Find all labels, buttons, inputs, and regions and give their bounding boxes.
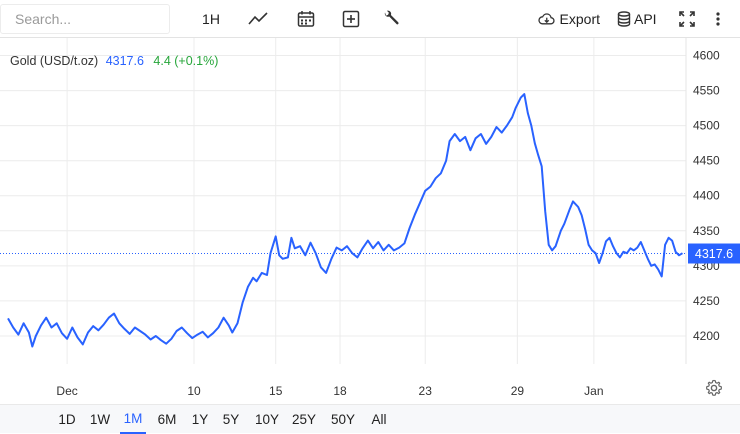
range-50y[interactable]: 50Y <box>330 412 356 427</box>
api-button[interactable]: API <box>617 6 659 32</box>
chart-area[interactable]: 4200 4250 4300 4350 4400 4450 4500 4550 4600 Dec 1… <box>0 38 740 404</box>
x-tick-label: 18 <box>333 384 347 398</box>
x-tick-label: Jan <box>584 384 603 398</box>
price-change: 4.4 (+0.1%) <box>153 54 219 68</box>
y-tick-label: 4200 <box>693 329 720 343</box>
range-6m[interactable]: 6M <box>157 412 177 427</box>
y-tick-label: 4550 <box>693 84 720 98</box>
toolbar: 1H Export API <box>0 0 740 38</box>
y-tick-label: 4250 <box>693 294 720 308</box>
y-tick-label: 4350 <box>693 224 720 238</box>
chart-settings-icon[interactable] <box>705 379 723 397</box>
last-price-badge <box>688 243 740 264</box>
range-25y[interactable]: 25Y <box>291 412 317 427</box>
x-tick-label: 10 <box>187 384 201 398</box>
database-icon <box>617 11 631 27</box>
api-label: API <box>634 11 657 27</box>
calendar-icon[interactable] <box>293 6 319 32</box>
interval-button[interactable]: 1H <box>202 11 220 27</box>
range-10y[interactable]: 10Y <box>254 412 280 427</box>
range-5y[interactable]: 5Y <box>222 412 240 427</box>
export-label: Export <box>559 11 600 27</box>
fullscreen-icon[interactable] <box>676 6 698 32</box>
range-selector: 1D 1W 1M 6M 1Y 5Y 10Y 25Y 50Y All <box>0 404 740 434</box>
cloud-download-icon <box>538 13 555 25</box>
x-tick-label: Dec <box>56 384 77 398</box>
y-tick-label: 4600 <box>693 49 720 63</box>
y-tick-label: 4500 <box>693 119 720 133</box>
x-tick-label: 23 <box>419 384 433 398</box>
range-1m[interactable]: 1M <box>120 405 146 434</box>
series-line <box>7 93 684 348</box>
export-button[interactable]: Export <box>538 6 600 32</box>
x-tick-label: 29 <box>511 384 525 398</box>
range-1d[interactable]: 1D <box>58 412 76 427</box>
y-tick-label: 4450 <box>693 154 720 168</box>
y-tick-label: 4400 <box>693 189 720 203</box>
chart-legend: Gold (USD/t.oz) 4317.6 4.4 (+0.1%) <box>10 54 218 68</box>
line-chart-icon[interactable] <box>245 6 271 32</box>
last-price: 4317.6 <box>105 54 144 68</box>
last-price-label: 4317.6 <box>695 247 733 261</box>
instrument-name: Gold (USD/t.oz) <box>10 54 99 68</box>
x-tick-label: 15 <box>269 384 283 398</box>
more-options-icon[interactable] <box>710 6 726 32</box>
search-input[interactable] <box>0 4 170 34</box>
range-all[interactable]: All <box>371 412 387 427</box>
range-1w[interactable]: 1W <box>89 412 111 427</box>
add-indicator-icon[interactable] <box>338 6 364 32</box>
range-1y[interactable]: 1Y <box>191 412 209 427</box>
wrench-icon[interactable] <box>378 6 404 32</box>
